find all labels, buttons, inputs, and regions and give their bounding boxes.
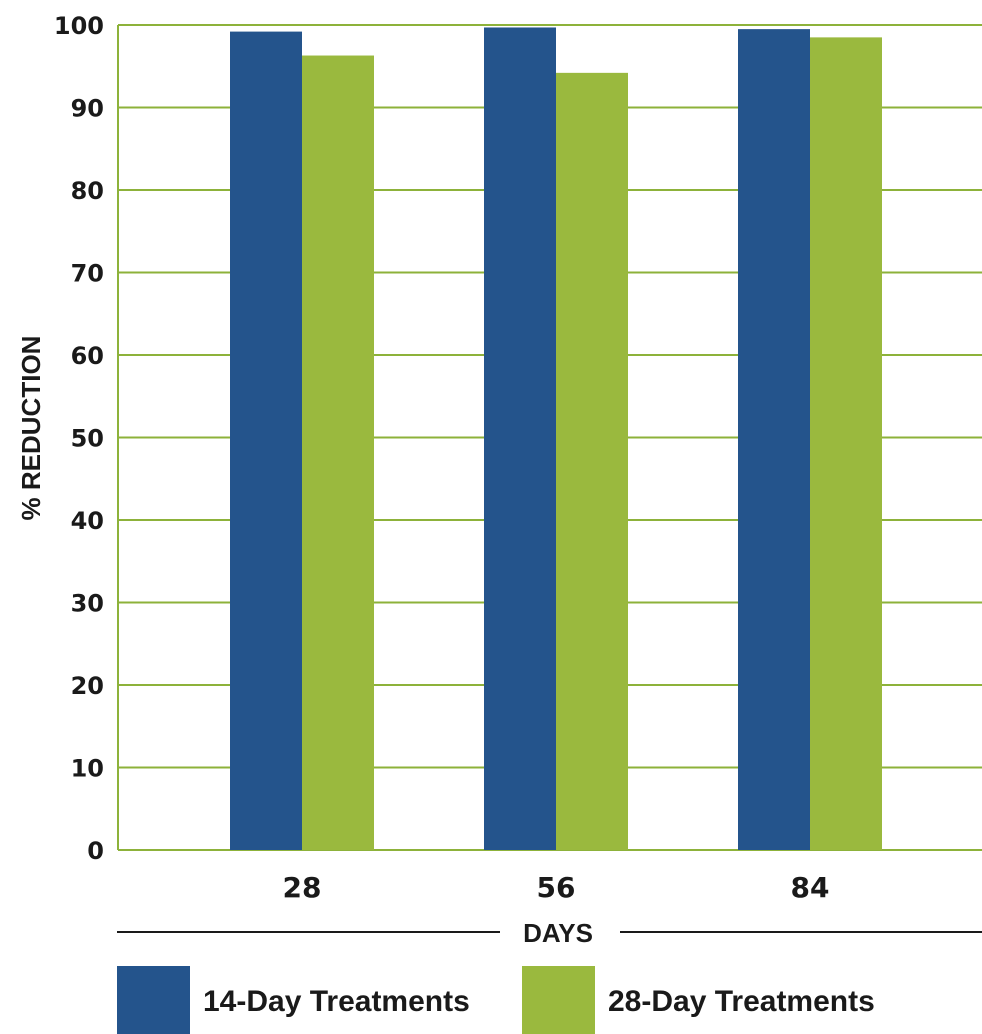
bar — [810, 37, 882, 850]
bar — [738, 29, 810, 850]
legend-label: 14-Day Treatments — [203, 985, 470, 1018]
y-tick-label: 0 — [87, 837, 104, 865]
bar — [302, 55, 374, 850]
bar — [230, 31, 302, 851]
bar — [556, 72, 628, 851]
legend-swatch — [522, 966, 595, 1034]
y-tick-label: 30 — [71, 590, 104, 618]
y-tick-label: 60 — [71, 342, 104, 370]
y-tick-label: 80 — [71, 177, 104, 205]
x-axis-label: DAYS — [523, 918, 593, 948]
y-tick-label: 20 — [71, 672, 104, 700]
y-tick-label: 90 — [71, 95, 104, 123]
y-tick-label: 10 — [71, 755, 104, 783]
legend-label: 28-Day Treatments — [608, 985, 875, 1018]
x-tick-label: 56 — [537, 871, 576, 904]
x-tick-label: 28 — [283, 871, 322, 904]
bars — [230, 27, 882, 851]
y-tick-label: 100 — [54, 12, 104, 40]
legend-swatch — [117, 966, 190, 1034]
x-tick-label: 84 — [791, 871, 830, 904]
x-tick-labels: 28 56 84 — [283, 871, 830, 904]
y-tick-labels: 0 10 20 30 40 50 60 70 80 90 100 — [54, 12, 104, 865]
bar — [484, 27, 556, 851]
legend: 14-Day Treatments 28-Day Treatments — [117, 966, 875, 1034]
y-tick-label: 70 — [71, 260, 104, 288]
y-tick-label: 40 — [71, 507, 104, 535]
y-tick-label: 50 — [71, 425, 104, 453]
y-axis-label: % REDUCTION — [16, 336, 46, 521]
